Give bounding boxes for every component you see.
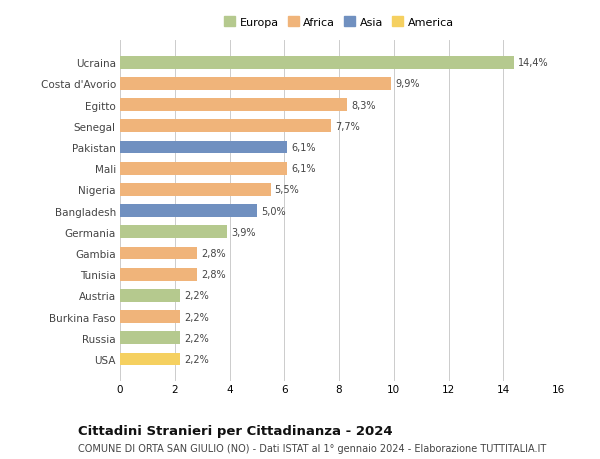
Text: Cittadini Stranieri per Cittadinanza - 2024: Cittadini Stranieri per Cittadinanza - 2… xyxy=(78,425,392,437)
Bar xyxy=(120,205,257,218)
Text: 2,2%: 2,2% xyxy=(184,312,209,322)
Bar xyxy=(120,99,347,112)
Bar xyxy=(120,57,514,69)
Bar xyxy=(120,353,180,365)
Text: COMUNE DI ORTA SAN GIULIO (NO) - Dati ISTAT al 1° gennaio 2024 - Elaborazione TU: COMUNE DI ORTA SAN GIULIO (NO) - Dati IS… xyxy=(78,443,546,453)
Text: 14,4%: 14,4% xyxy=(518,58,549,68)
Bar xyxy=(120,332,180,344)
Text: 2,2%: 2,2% xyxy=(184,333,209,343)
Text: 8,3%: 8,3% xyxy=(352,101,376,110)
Legend: Europa, Africa, Asia, America: Europa, Africa, Asia, America xyxy=(220,13,458,32)
Bar xyxy=(120,311,180,323)
Text: 7,7%: 7,7% xyxy=(335,122,359,132)
Text: 2,2%: 2,2% xyxy=(184,291,209,301)
Text: 3,9%: 3,9% xyxy=(231,227,256,237)
Bar xyxy=(120,141,287,154)
Text: 9,9%: 9,9% xyxy=(395,79,419,89)
Text: 2,8%: 2,8% xyxy=(201,248,226,258)
Bar xyxy=(120,120,331,133)
Text: 6,1%: 6,1% xyxy=(291,164,316,174)
Bar xyxy=(120,226,227,239)
Text: 2,2%: 2,2% xyxy=(184,354,209,364)
Text: 5,0%: 5,0% xyxy=(261,206,286,216)
Bar xyxy=(120,78,391,90)
Text: 6,1%: 6,1% xyxy=(291,143,316,153)
Bar xyxy=(120,162,287,175)
Text: 2,8%: 2,8% xyxy=(201,269,226,280)
Bar xyxy=(120,268,197,281)
Bar xyxy=(120,289,180,302)
Bar xyxy=(120,184,271,196)
Text: 5,5%: 5,5% xyxy=(275,185,299,195)
Bar xyxy=(120,247,197,260)
